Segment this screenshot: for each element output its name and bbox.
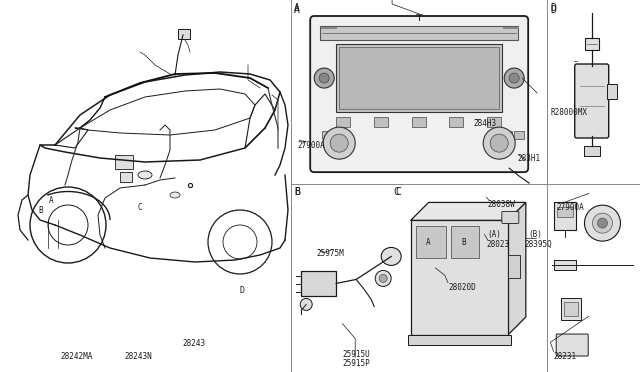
Text: 27900A: 27900A <box>557 203 584 212</box>
Bar <box>607 84 617 99</box>
Circle shape <box>379 275 387 282</box>
Polygon shape <box>508 202 526 335</box>
Bar <box>415 226 445 258</box>
FancyBboxPatch shape <box>310 16 528 172</box>
Bar <box>554 260 576 270</box>
Bar <box>564 302 578 316</box>
Text: (A): (A) <box>488 230 502 239</box>
Bar <box>585 38 598 50</box>
Text: B: B <box>294 187 300 197</box>
Text: C: C <box>394 187 399 197</box>
Text: 28243: 28243 <box>182 339 205 347</box>
Text: B: B <box>294 187 300 197</box>
Bar <box>408 335 511 345</box>
Circle shape <box>598 218 607 228</box>
Bar <box>301 272 336 296</box>
Text: C: C <box>138 203 142 212</box>
Bar <box>557 207 573 217</box>
Bar <box>178 29 190 39</box>
FancyBboxPatch shape <box>575 64 609 138</box>
Text: R28000MX: R28000MX <box>550 108 588 117</box>
Text: 28395Q: 28395Q <box>525 240 552 249</box>
Text: 28243N: 28243N <box>125 352 152 360</box>
Bar <box>487 117 501 127</box>
Text: 28242MA: 28242MA <box>61 352 93 360</box>
Bar <box>412 117 426 127</box>
Circle shape <box>314 68 334 88</box>
Text: 27900A: 27900A <box>298 141 325 150</box>
Text: 28020D: 28020D <box>448 283 476 292</box>
Text: 25915P: 25915P <box>342 359 370 368</box>
Ellipse shape <box>138 171 152 179</box>
Bar <box>339 47 499 109</box>
Polygon shape <box>411 202 526 221</box>
Text: 25915U: 25915U <box>342 350 370 359</box>
Bar <box>561 298 581 320</box>
Bar <box>374 117 388 127</box>
Circle shape <box>504 68 524 88</box>
Text: A: A <box>294 3 300 13</box>
Text: B: B <box>38 206 43 215</box>
Circle shape <box>323 127 355 159</box>
Text: 28231: 28231 <box>554 352 577 360</box>
Bar <box>508 255 520 278</box>
Text: 28038W: 28038W <box>488 200 515 209</box>
Bar <box>502 131 512 139</box>
Text: (B): (B) <box>529 230 543 239</box>
Circle shape <box>319 73 329 83</box>
Bar <box>336 117 350 127</box>
Text: D: D <box>550 3 556 13</box>
Bar <box>411 221 508 335</box>
FancyBboxPatch shape <box>556 334 588 356</box>
Text: 284H3: 284H3 <box>474 119 497 128</box>
Ellipse shape <box>170 192 180 198</box>
Bar <box>514 131 524 139</box>
Circle shape <box>330 134 348 152</box>
Text: A: A <box>294 5 300 15</box>
Bar <box>449 117 463 127</box>
Bar <box>322 131 332 139</box>
Text: 25975M: 25975M <box>317 249 344 258</box>
Circle shape <box>375 270 391 286</box>
Circle shape <box>300 298 312 310</box>
Text: A: A <box>49 196 54 205</box>
Circle shape <box>584 205 620 241</box>
Bar <box>334 131 344 139</box>
Bar <box>120 172 132 182</box>
Text: C: C <box>395 187 401 197</box>
Text: B: B <box>461 238 466 247</box>
Text: 283H1: 283H1 <box>517 154 540 163</box>
Bar <box>336 44 502 112</box>
Circle shape <box>509 73 519 83</box>
Ellipse shape <box>381 247 401 266</box>
Bar <box>451 226 479 258</box>
Text: D: D <box>550 5 556 15</box>
Text: D: D <box>240 286 245 295</box>
Text: 28023: 28023 <box>486 240 509 249</box>
FancyBboxPatch shape <box>502 211 519 224</box>
Bar <box>320 26 518 40</box>
Circle shape <box>490 134 508 152</box>
Bar <box>115 155 133 169</box>
Text: A: A <box>426 238 431 247</box>
Bar <box>554 202 576 230</box>
Bar <box>584 146 600 156</box>
Circle shape <box>483 127 515 159</box>
Circle shape <box>593 213 612 233</box>
